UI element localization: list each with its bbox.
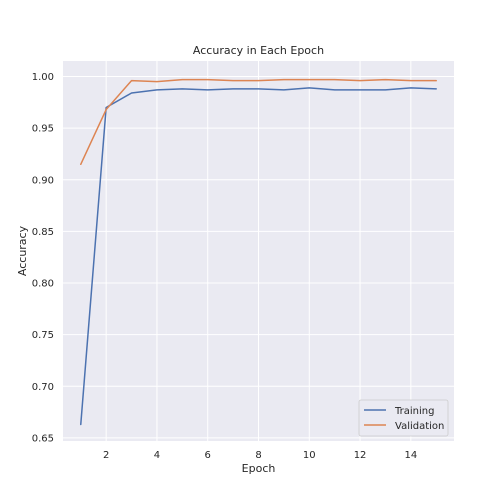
y-tick-label: 0.70 <box>32 382 54 393</box>
legend: Training Validation <box>358 399 449 437</box>
x-tick-label: 8 <box>255 450 261 461</box>
legend-box <box>358 399 449 437</box>
x-axis-label: Epoch <box>242 462 276 475</box>
y-tick-label: 0.90 <box>32 175 54 186</box>
legend-label-validation: Validation <box>395 421 444 432</box>
x-gridlines <box>105 61 412 441</box>
x-tick-label: 6 <box>205 450 211 461</box>
series-lines <box>80 78 437 426</box>
x-tick-label: 12 <box>354 450 367 461</box>
y-tick-labels: 0.65 0.70 0.75 0.80 0.85 0.90 0.95 1.00 <box>32 72 54 444</box>
y-axis-label: Accuracy <box>16 225 29 276</box>
y-tick-label: 0.80 <box>32 279 54 290</box>
legend-label-training: Training <box>394 406 434 417</box>
x-tick-label: 10 <box>303 450 316 461</box>
x-tick-label: 14 <box>404 450 417 461</box>
chart-title: Accuracy in Each Epoch <box>193 44 324 57</box>
y-tick-label: 0.95 <box>32 124 54 135</box>
y-tick-label: 1.00 <box>32 72 54 83</box>
y-tick-label: 0.85 <box>32 227 54 238</box>
series-line-training <box>80 87 437 426</box>
series-line-validation <box>80 78 437 166</box>
y-gridlines <box>63 75 454 439</box>
y-tick-label: 0.75 <box>32 330 54 341</box>
x-tick-label: 4 <box>154 450 160 461</box>
x-tick-labels: 2 4 6 8 10 12 14 <box>103 450 417 461</box>
y-tick-label: 0.65 <box>32 433 54 444</box>
x-tick-label: 2 <box>103 450 109 461</box>
